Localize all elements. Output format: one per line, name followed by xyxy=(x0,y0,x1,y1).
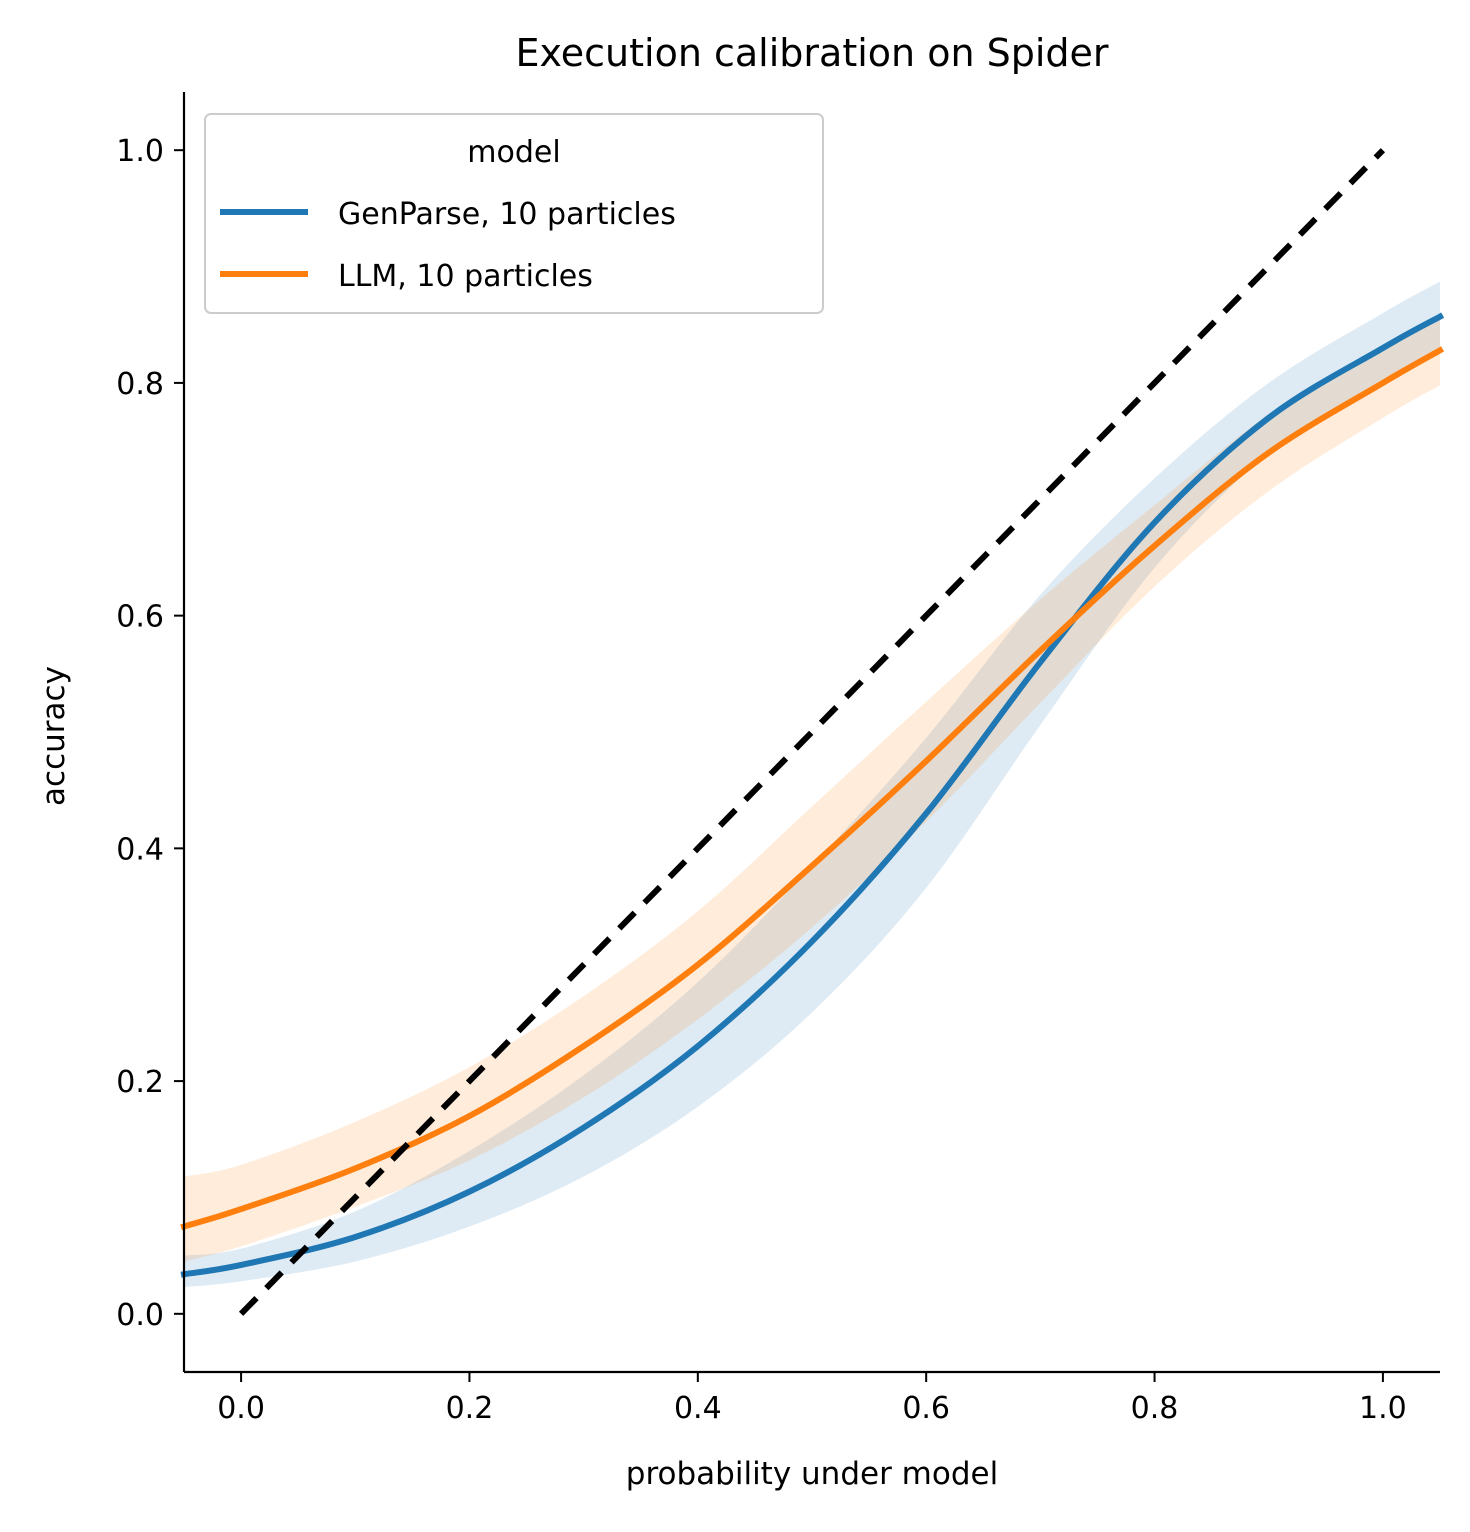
x-axis-label: probability under model xyxy=(626,1456,998,1492)
y-tick-label: 0.2 xyxy=(116,1065,164,1100)
x-tick-label: 0.8 xyxy=(1131,1391,1179,1426)
y-axis-label: accuracy xyxy=(36,666,72,806)
y-tick-label: 1.0 xyxy=(116,134,164,169)
legend-entry-genparse: GenParse, 10 particles xyxy=(338,197,676,232)
confidence-band-1 xyxy=(184,315,1440,1262)
series-line-0 xyxy=(180,312,1445,1278)
x-tick-label: 0.4 xyxy=(674,1391,722,1426)
series-lines xyxy=(180,148,1445,1316)
y-tick-label: 0.8 xyxy=(116,367,164,402)
x-tick-label: 1.0 xyxy=(1359,1391,1407,1426)
x-tick-label: 0.2 xyxy=(446,1391,494,1426)
y-tick-label: 0.0 xyxy=(116,1298,164,1333)
legend-entry-llm: LLM, 10 particles xyxy=(338,259,593,294)
chart-title: Execution calibration on Spider xyxy=(515,31,1108,75)
ticks: 0.0 0.2 0.4 0.6 0.8 1.0 0.0 0.2 0.4 0.6 0.8 1.0 xyxy=(116,134,1406,1426)
legend-title: model xyxy=(467,135,560,170)
y-tick-label: 0.4 xyxy=(116,832,164,867)
confidence-band-0 xyxy=(184,281,1440,1288)
reference-diagonal-line xyxy=(238,148,1386,1316)
axes xyxy=(182,92,1440,1374)
y-tick-label: 0.6 xyxy=(116,600,164,635)
series-line-1 xyxy=(180,346,1445,1231)
x-tick-label: 0.6 xyxy=(902,1391,950,1426)
x-tick-label: 0.0 xyxy=(217,1391,265,1426)
legend-frame xyxy=(204,113,824,314)
legend: model GenParse, 10 particles LLM, 10 par… xyxy=(204,113,824,314)
